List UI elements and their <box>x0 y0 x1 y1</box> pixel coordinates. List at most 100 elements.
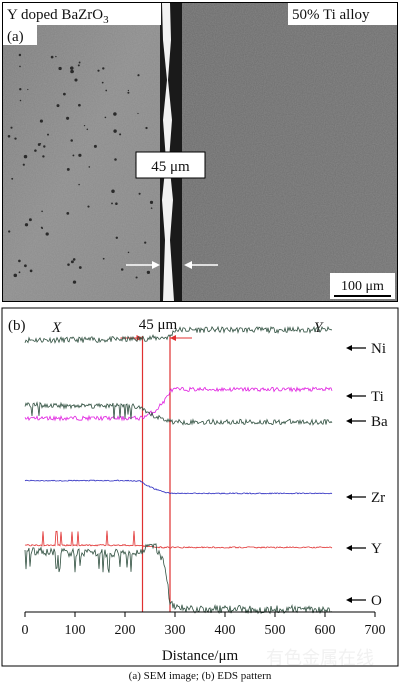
sem-pore <box>78 103 81 107</box>
sem-pore <box>66 167 70 171</box>
x-marker: X <box>51 320 62 336</box>
left-material-label: Y doped BaZrO3 <box>7 7 109 26</box>
thickness-label-box <box>135 151 206 179</box>
element-label-ti: Ti <box>371 389 384 405</box>
sem-pore <box>70 260 74 264</box>
sem-pore <box>24 223 29 227</box>
sem-pore <box>74 78 78 82</box>
sem-pore <box>56 104 60 108</box>
sem-pore <box>119 133 122 136</box>
sem-pore <box>78 153 82 157</box>
sem-pore <box>27 88 29 91</box>
eds-frame <box>1 307 399 667</box>
sem-pore <box>42 155 45 158</box>
element-arrow-head-zr <box>346 494 352 500</box>
sem-pore <box>23 154 28 159</box>
series-line-o <box>24 543 333 615</box>
sem-pore <box>101 81 104 84</box>
sem-pore <box>39 142 42 145</box>
sem-pore <box>70 66 74 70</box>
element-label-y: Y <box>371 541 382 557</box>
eds-series <box>24 325 333 615</box>
sem-pore <box>41 210 43 213</box>
sem-pore <box>127 89 130 92</box>
sem-pore <box>8 230 11 233</box>
sem-pore <box>78 61 81 64</box>
eds-element-labels: Ni Ti Ba Zr Y O <box>346 341 388 609</box>
sem-pore <box>18 259 21 263</box>
sem-pore <box>86 128 89 131</box>
sem-pore <box>11 177 14 180</box>
sem-pore <box>113 112 117 116</box>
series-line-zr <box>24 479 333 495</box>
sem-pore <box>138 192 141 195</box>
sem-pore <box>72 280 77 284</box>
sem-pore <box>18 53 22 57</box>
sem-pore <box>78 266 82 269</box>
panel-a-label-box <box>3 25 37 45</box>
y-marker: Y <box>314 320 324 336</box>
sem-pore <box>34 149 37 152</box>
sem-pore <box>45 232 49 236</box>
sem-pore <box>39 119 43 123</box>
sem-pore <box>102 257 105 260</box>
sem-pore <box>115 202 118 205</box>
sem-pore <box>104 116 107 119</box>
sem-pore <box>63 92 66 96</box>
sem-pore <box>43 145 46 148</box>
sem-pore <box>102 67 105 70</box>
sem-pore <box>40 226 43 229</box>
sem-pore <box>28 218 32 222</box>
sem-pore <box>29 269 33 273</box>
sem-pore <box>113 129 117 133</box>
sem-pore <box>83 124 86 127</box>
right-material-box <box>288 3 397 25</box>
element-label-zr: Zr <box>371 490 385 506</box>
sem-pore <box>77 64 80 67</box>
sem-pore <box>19 99 22 102</box>
panel-a-label: (a) <box>7 29 24 45</box>
sem-pore <box>72 154 75 157</box>
x-tick-label: 100 <box>65 623 86 638</box>
sem-pore <box>58 66 62 71</box>
sem-right-texture <box>182 3 397 301</box>
sem-pore <box>137 74 140 77</box>
series-line-ti <box>24 386 333 422</box>
figure-caption: (a) SEM image; (b) EDS pattern <box>128 670 272 682</box>
dim-arrow-right-head <box>170 335 176 341</box>
panel-b-label: (b) <box>8 318 26 334</box>
sem-pore <box>111 202 113 205</box>
sem-pore <box>24 264 27 268</box>
element-arrow-head-y <box>346 545 352 551</box>
sem-pore <box>78 183 80 186</box>
sem-pore <box>70 139 73 142</box>
scale-bar-label: 100 μm <box>341 279 384 294</box>
sem-pore <box>66 212 70 215</box>
series-line-ba <box>24 401 333 426</box>
sem-pore <box>19 65 21 68</box>
element-arrow-head-o <box>346 597 352 603</box>
series-line-ni <box>24 325 332 344</box>
sem-pore <box>111 189 115 193</box>
left-material-box <box>3 3 161 25</box>
sem-pore <box>55 55 57 58</box>
element-arrow-head-ni <box>346 345 352 351</box>
sem-pore <box>127 91 130 94</box>
x-tick-label: 300 <box>165 623 186 638</box>
sem-pore <box>18 271 21 274</box>
sem-pore <box>114 158 117 161</box>
left-arrow-head <box>152 261 160 269</box>
sem-pore <box>149 200 154 204</box>
x-tick-label: 0 <box>22 623 29 638</box>
sem-pores <box>7 53 154 284</box>
sem-pore <box>145 126 148 130</box>
sem-pore <box>93 144 97 148</box>
sem-pore <box>22 163 25 166</box>
sem-pore <box>14 137 17 140</box>
element-label-o: O <box>371 593 382 609</box>
right-material-label: 50% Ti alloy <box>292 7 370 23</box>
element-arrow-head-ti <box>346 393 352 399</box>
watermark: 有色金属在线 <box>266 648 374 668</box>
sem-pore <box>47 133 49 136</box>
